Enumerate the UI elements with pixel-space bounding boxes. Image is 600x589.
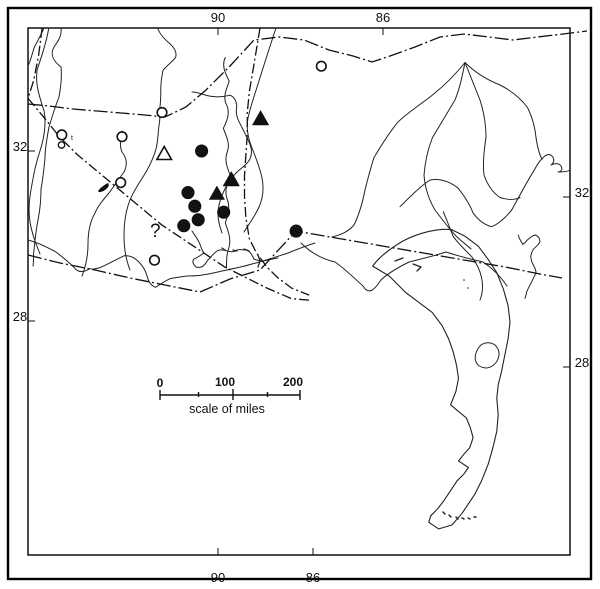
- svg-text:?: ?: [150, 221, 161, 242]
- svg-text:28: 28: [575, 355, 589, 370]
- svg-text:90: 90: [211, 570, 225, 585]
- svg-text:scale of miles: scale of miles: [189, 402, 265, 416]
- svg-text:100: 100: [215, 375, 235, 389]
- svg-text:86: 86: [306, 570, 320, 585]
- svg-text:86: 86: [376, 10, 390, 25]
- svg-text:t: t: [71, 135, 73, 142]
- svg-text:0: 0: [157, 376, 164, 390]
- svg-text:32: 32: [13, 139, 27, 154]
- svg-text:200: 200: [283, 375, 303, 389]
- svg-text:32: 32: [575, 185, 589, 200]
- svg-text:90: 90: [211, 10, 225, 25]
- svg-text:28: 28: [13, 309, 27, 324]
